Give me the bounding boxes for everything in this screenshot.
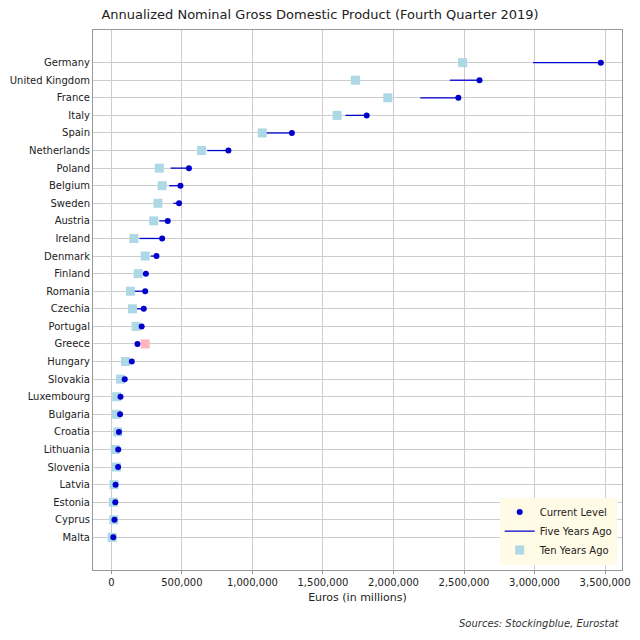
svg-text:Netherlands: Netherlands (29, 145, 90, 156)
svg-text:0: 0 (108, 577, 114, 588)
svg-text:Poland: Poland (57, 163, 90, 174)
svg-text:Five Years Ago: Five Years Ago (540, 526, 612, 537)
svg-text:Current Level: Current Level (540, 507, 607, 518)
svg-text:Annualized Nominal Gross Domes: Annualized Nominal Gross Domestic Produc… (101, 7, 538, 22)
svg-text:Czechia: Czechia (51, 303, 90, 314)
svg-text:Denmark: Denmark (44, 251, 90, 262)
svg-text:Slovenia: Slovenia (47, 462, 90, 473)
svg-text:Germany: Germany (44, 57, 90, 68)
svg-text:Sweden: Sweden (50, 198, 90, 209)
svg-text:500,000: 500,000 (161, 577, 202, 588)
svg-text:Croatia: Croatia (54, 426, 90, 437)
svg-text:3,000,000: 3,000,000 (509, 577, 560, 588)
svg-text:Malta: Malta (62, 532, 90, 543)
svg-text:Bulgaria: Bulgaria (49, 409, 90, 420)
svg-text:Finland: Finland (54, 268, 90, 279)
svg-text:United Kingdom: United Kingdom (10, 75, 90, 86)
svg-text:Estonia: Estonia (53, 497, 90, 508)
svg-text:France: France (57, 92, 90, 103)
svg-text:Romania: Romania (46, 286, 90, 297)
svg-text:Cyprus: Cyprus (55, 514, 90, 525)
svg-text:Slovakia: Slovakia (48, 374, 90, 385)
svg-text:Greece: Greece (54, 338, 90, 349)
svg-text:Sources: Stockingblue, Eurosta: Sources: Stockingblue, Eurostat (459, 618, 620, 629)
svg-text:2,500,000: 2,500,000 (439, 577, 490, 588)
svg-text:Ten Years Ago: Ten Years Ago (539, 545, 609, 556)
svg-text:Italy: Italy (68, 110, 90, 121)
svg-text:Lithuania: Lithuania (44, 444, 90, 455)
svg-text:Spain: Spain (62, 127, 90, 138)
svg-text:1,500,000: 1,500,000 (297, 577, 348, 588)
svg-text:1,000,000: 1,000,000 (227, 577, 278, 588)
svg-text:Ireland: Ireland (55, 233, 90, 244)
svg-text:Portugal: Portugal (49, 321, 90, 332)
svg-text:Belgium: Belgium (49, 180, 90, 191)
svg-text:Luxembourg: Luxembourg (28, 391, 90, 402)
svg-text:Austria: Austria (55, 215, 90, 226)
svg-text:2,000,000: 2,000,000 (368, 577, 419, 588)
svg-text:Latvia: Latvia (60, 479, 90, 490)
svg-text:Hungary: Hungary (47, 356, 90, 367)
svg-text:3,500,000: 3,500,000 (580, 577, 631, 588)
svg-text:Euros (in millions): Euros (in millions) (308, 591, 407, 604)
